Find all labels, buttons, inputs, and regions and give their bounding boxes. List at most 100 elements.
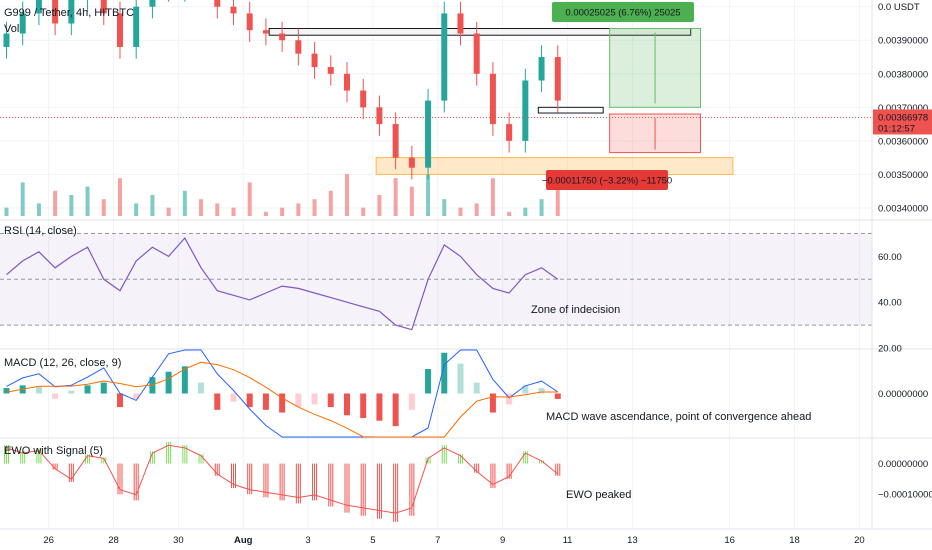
candle-body [392, 124, 399, 158]
macd-histogram-bar [181, 366, 188, 394]
volume-bar [263, 211, 268, 216]
macd-title: MACD (12, 26, close, 9) [4, 357, 121, 369]
macd-histogram-bar [473, 382, 480, 394]
macd-pane[interactable] [3, 349, 561, 438]
macd-histogram-bar [230, 393, 237, 402]
macd-histogram-bar [68, 390, 75, 394]
volume-bar [182, 190, 187, 216]
macd-histogram-bar [457, 363, 464, 394]
long-label-bg [552, 2, 694, 22]
candle-body [538, 57, 545, 81]
macd-histogram-bar [262, 393, 269, 410]
volume-bar [247, 182, 252, 216]
volume-bar [101, 199, 106, 216]
pane-dividers[interactable] [0, 0, 932, 530]
macd-histogram-bar [100, 382, 107, 394]
candle-body [19, 13, 26, 34]
ewo-tick-label: −0.00010000 [878, 490, 932, 501]
volume-label: Vol [4, 23, 19, 35]
candle-body [343, 73, 350, 91]
macd-histogram-bar [327, 393, 334, 408]
volume-bar [134, 203, 139, 216]
volume-bar [361, 207, 366, 216]
price-tick-label: 0.00380000 [878, 69, 928, 80]
macd-histogram-bar [441, 352, 448, 394]
time-tick-label: 28 [108, 535, 119, 546]
volume-bar [458, 207, 463, 216]
macd-histogram-bar [214, 393, 221, 410]
volume-bar [409, 186, 414, 216]
candle-body [295, 40, 302, 54]
price-tick-label: 0.00340000 [878, 203, 928, 214]
ewo-annotation: EWO peaked [566, 489, 631, 501]
rsi-tick-label: 20.00 [878, 344, 902, 355]
volume-bar [69, 195, 74, 216]
current-price-text: 0.00366978 [878, 112, 928, 123]
consolidation-box [537, 106, 604, 114]
candle-body [246, 13, 253, 31]
volume-bar [280, 207, 285, 216]
volume-bar [85, 186, 90, 216]
ewo-title: EWO with Signal (5) [4, 445, 103, 457]
macd-histogram-bar [246, 393, 253, 408]
volume-bar [117, 178, 122, 216]
time-tick-label: 3 [305, 535, 310, 546]
macd-histogram-bar [3, 388, 10, 394]
candle-body [35, 0, 42, 14]
volume-bar [393, 178, 398, 216]
volume-bar [539, 199, 544, 216]
volume-bar [231, 207, 236, 216]
candle-body [522, 80, 529, 141]
long-position-label: 0.00025025 (6.76%) 25025 [552, 2, 694, 22]
macd-histogram-bar [360, 393, 367, 418]
macd-histogram-bar [295, 393, 302, 408]
candle-body [52, 0, 59, 24]
volume-bar [312, 199, 317, 216]
candle-body [457, 13, 464, 34]
candle-body [214, 0, 221, 7]
macd-tick-label: 0.00000000 [878, 389, 928, 400]
ewo-pane[interactable] [3, 442, 561, 522]
time-tick-label: 18 [789, 535, 800, 546]
volume-bar [328, 190, 333, 216]
macd-histogram-bar [554, 393, 561, 399]
time-tick-label: 13 [627, 535, 638, 546]
macd-histogram-bar [343, 393, 350, 416]
price-tag-bg [873, 109, 932, 135]
long-label-text: 0.00025025 (6.76%) 25025 [565, 8, 680, 19]
candle-body [327, 67, 334, 74]
macd-histogram-bar [52, 393, 59, 399]
candle-body [554, 57, 561, 101]
volume-bar [523, 207, 528, 216]
volume-bar [474, 203, 479, 216]
time-tick-label: 20 [854, 535, 865, 546]
macd-line [6, 349, 559, 438]
time-tick-label: 11 [563, 535, 573, 546]
volume-bar [53, 190, 58, 216]
resistance-zone [268, 28, 692, 36]
countdown-text: 01:12:57 [878, 123, 915, 134]
macd-histogram-bar [35, 386, 42, 394]
ewo-signal-line [6, 444, 559, 514]
rsi-title: RSI (14, close) [4, 225, 77, 237]
short-label-text: −0.00011750 (−3.22%) −11750 [542, 176, 672, 187]
time-tick-label: 9 [500, 535, 505, 546]
volume-bar [507, 211, 512, 216]
volume-bar [150, 195, 155, 216]
rsi-pane[interactable] [0, 232, 872, 331]
macd-histogram-bar [376, 393, 383, 421]
candle-body [262, 30, 269, 34]
price-tick-label: 0.0 USDT [878, 2, 920, 13]
volume-bar [426, 174, 431, 216]
macd-histogram-bar [425, 369, 432, 394]
volume-bar [442, 199, 447, 216]
candle-body [441, 13, 448, 101]
time-tick-label: Aug [234, 535, 253, 546]
macd-histogram-bar [133, 393, 140, 399]
price-pane[interactable]: 0.00025025 (6.76%) 25025 −0.00011750 (−3.… [0, 0, 872, 216]
candle-body [360, 90, 367, 108]
candle-body [3, 33, 10, 47]
grid-lines [0, 0, 872, 528]
